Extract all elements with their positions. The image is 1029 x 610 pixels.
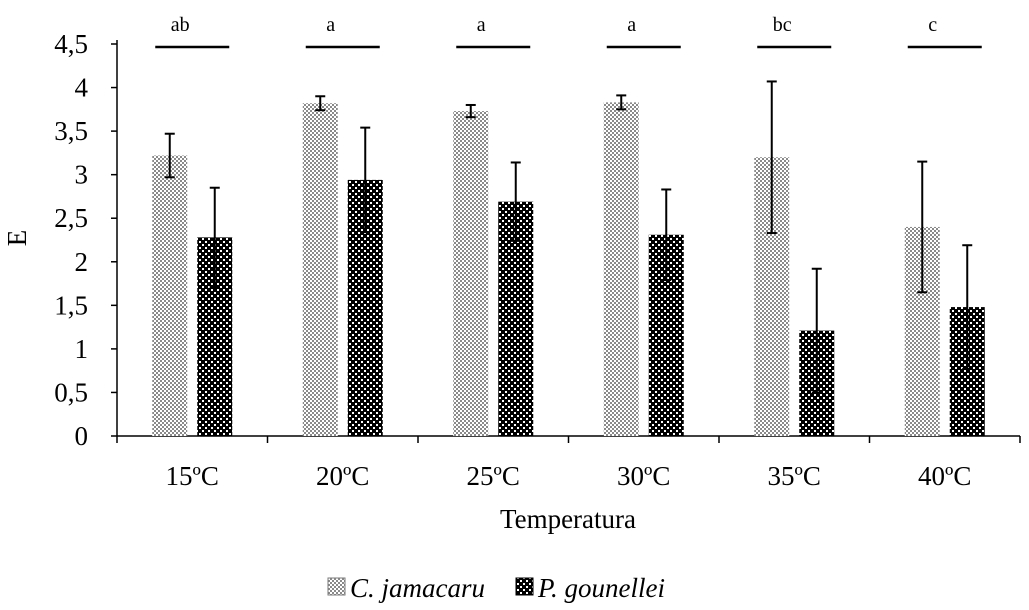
y-tick-label: 4 <box>75 73 89 103</box>
y-tick-label: 2,5 <box>54 203 88 233</box>
y-tick-label: 0,5 <box>54 377 88 407</box>
significance-letter: a <box>326 14 335 36</box>
significance-letter: bc <box>773 14 792 36</box>
y-tick-label: 1 <box>75 334 89 364</box>
bar-c-jamacaru <box>302 103 338 436</box>
axes: 0 0,5 1 1,5 2 2,5 3 3,5 4 4,5 15ºC 20ºC 25ºC 30ºC 35ºC… <box>54 29 1021 491</box>
legend: C. jamacaru P. gounellei <box>327 573 665 603</box>
significance-letter: a <box>627 14 636 36</box>
y-tick-label: 4,5 <box>54 29 88 59</box>
significance-annotations: ab a a a bc c <box>155 14 982 49</box>
x-tick-label: 20ºC <box>316 461 369 491</box>
y-tick-label: 0 <box>75 421 89 451</box>
significance-letter: c <box>928 14 937 36</box>
bar-c-jamacaru <box>453 111 489 436</box>
bars <box>152 102 985 437</box>
bar-c-jamacaru <box>152 155 188 436</box>
x-tick-label: 30ºC <box>617 461 670 491</box>
legend-label-p-gounellei: P. gounellei <box>537 573 665 603</box>
significance-letter: ab <box>171 14 190 36</box>
legend-swatch-p-gounellei <box>515 577 534 596</box>
legend-label-c-jamacaru: C. jamacaru <box>350 573 485 603</box>
y-axis-title: E <box>2 230 32 247</box>
x-tick-label: 35ºC <box>768 461 821 491</box>
significance-letter: a <box>477 14 486 36</box>
y-tick-label: 2 <box>75 247 89 277</box>
x-tick-label: 25ºC <box>467 461 520 491</box>
bar-c-jamacaru <box>603 102 639 436</box>
y-tick-label: 3,5 <box>54 116 88 146</box>
x-tick-label: 40ºC <box>918 461 971 491</box>
y-tick-label: 3 <box>75 160 89 190</box>
x-axis-title: Temperatura <box>500 504 636 534</box>
legend-swatch-c-jamacaru <box>327 577 346 596</box>
error-bars <box>164 80 973 394</box>
x-tick-label: 15ºC <box>166 461 219 491</box>
y-tick-label: 1,5 <box>54 290 88 320</box>
